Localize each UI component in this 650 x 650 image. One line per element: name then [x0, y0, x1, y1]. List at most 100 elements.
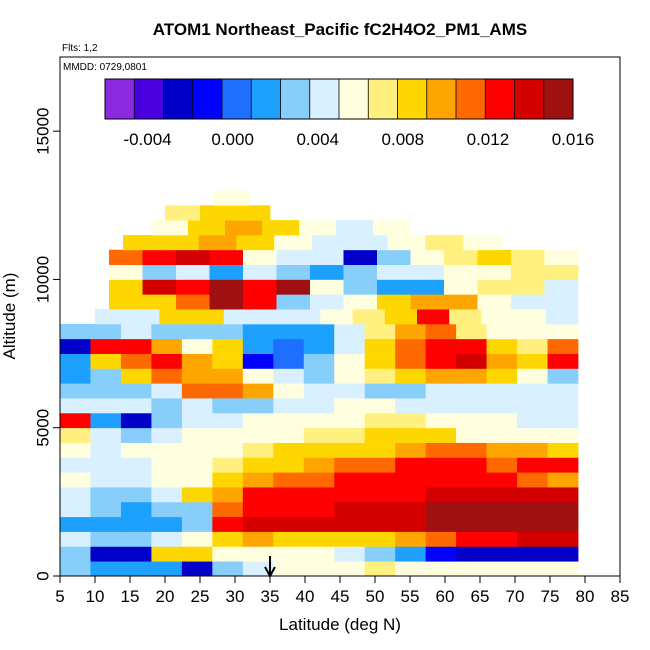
heatmap-cell — [198, 234, 237, 251]
heatmap-cell — [425, 234, 464, 251]
y-axis-label: Altitude (m) — [0, 273, 19, 360]
colorbar-segment — [105, 79, 135, 119]
heatmap-cell — [486, 516, 518, 532]
heatmap-cell — [517, 561, 548, 577]
heatmap-cell — [299, 220, 337, 236]
heatmap-cell — [310, 249, 344, 265]
heatmap-cell — [303, 487, 335, 503]
heatmap-cell — [364, 442, 396, 458]
heatmap-cell — [120, 383, 152, 399]
heatmap-cell — [486, 457, 518, 473]
heatmap-cell — [242, 561, 274, 577]
heatmap-cell — [212, 472, 244, 488]
heatmap-cell — [486, 531, 518, 547]
heatmap-cell — [120, 487, 152, 503]
heatmap-cell — [377, 279, 411, 295]
colorbar-segment — [309, 79, 340, 119]
heatmap-cell — [303, 368, 335, 384]
colorbar-tick-label: 0.000 — [211, 130, 254, 149]
heatmap-cell — [151, 412, 183, 429]
heatmap-cell — [456, 383, 487, 399]
heatmap-cell — [212, 353, 244, 369]
heatmap-cell — [273, 368, 305, 384]
heatmap-cell — [181, 383, 213, 399]
heatmap-cell — [547, 398, 579, 414]
heatmap-cell — [444, 249, 478, 265]
heatmap-cell — [486, 338, 518, 354]
heatmap-cell — [547, 323, 579, 340]
heatmap-cell — [364, 412, 396, 429]
heatmap-cell — [181, 353, 213, 369]
heatmap-cell — [547, 501, 579, 518]
heatmap-cell — [209, 279, 244, 295]
heatmap-cell — [377, 249, 411, 265]
heatmap-cell — [181, 412, 213, 429]
heatmap-cell — [243, 264, 277, 280]
heatmap-cell — [120, 501, 152, 518]
heatmap-cell — [243, 279, 277, 295]
heatmap-cell — [90, 338, 122, 354]
heatmap-cell — [486, 398, 518, 414]
heatmap-cell — [456, 561, 487, 577]
heatmap-cell — [273, 457, 305, 473]
heatmap-cell — [417, 309, 450, 325]
heatmap-cell — [151, 546, 183, 562]
heatmap-cell — [310, 279, 344, 295]
heatmap-cell — [477, 264, 512, 280]
heatmap-cell — [517, 442, 548, 458]
heatmap-cell — [212, 398, 244, 414]
heatmap-cell — [223, 309, 257, 325]
heatmap-cell — [395, 338, 427, 354]
heatmap-cell — [364, 472, 396, 488]
heatmap-cell — [364, 487, 396, 503]
heatmap-cell — [486, 546, 518, 562]
y-tick-label: 10000 — [33, 256, 52, 303]
heatmap-cell — [395, 368, 427, 384]
heatmap-cell — [60, 546, 91, 562]
heatmap-cell — [273, 487, 305, 503]
colorbar-segment — [134, 79, 164, 119]
heatmap-cell — [90, 412, 122, 429]
heatmap-cell — [242, 472, 274, 488]
heatmap-cell — [212, 501, 244, 518]
colorbar-segment — [397, 79, 428, 119]
heatmap-cell — [90, 561, 122, 577]
x-tick-label: 75 — [541, 587, 560, 606]
heatmap-cell — [242, 516, 274, 532]
heatmap-cell — [191, 309, 225, 325]
heatmap-cell — [547, 412, 579, 429]
heatmap-cell — [364, 383, 396, 399]
heatmap-cell — [425, 546, 457, 562]
heatmap-cell — [181, 531, 213, 547]
heatmap-cell — [60, 398, 91, 414]
heatmap-cell — [425, 412, 457, 429]
heatmap-cell — [310, 264, 344, 280]
colorbar-tick-label: 0.008 — [382, 130, 425, 149]
heatmap-cell — [273, 442, 305, 458]
heatmap-cell — [456, 353, 487, 369]
heatmap-cell — [273, 531, 305, 547]
x-tick-label: 60 — [436, 587, 455, 606]
colorbar-segment — [163, 79, 194, 119]
heatmap-cell — [349, 234, 388, 251]
x-tick-label: 80 — [576, 587, 595, 606]
heatmap-cell — [242, 501, 274, 518]
heatmap-cell — [456, 338, 487, 354]
heatmap-cell — [151, 323, 183, 340]
heatmap-cell — [303, 398, 335, 414]
heatmap-cell — [176, 279, 210, 295]
heatmap-cell — [486, 487, 518, 503]
colorbar-segment — [280, 79, 311, 119]
heatmap-cell — [120, 353, 152, 369]
heatmap-cell — [151, 368, 183, 384]
heatmap-cell — [120, 457, 152, 473]
heatmap-cell — [123, 234, 162, 251]
heatmap-cell — [334, 501, 366, 518]
heatmap-cell — [334, 368, 366, 384]
colorbar-tick-label: -0.004 — [123, 130, 171, 149]
latitude-marker-arrow-head — [264, 566, 276, 579]
heatmap-cell — [288, 309, 321, 325]
heatmap-cell — [90, 427, 122, 443]
heatmap-cell — [456, 546, 487, 562]
heatmap-cell — [334, 561, 366, 577]
